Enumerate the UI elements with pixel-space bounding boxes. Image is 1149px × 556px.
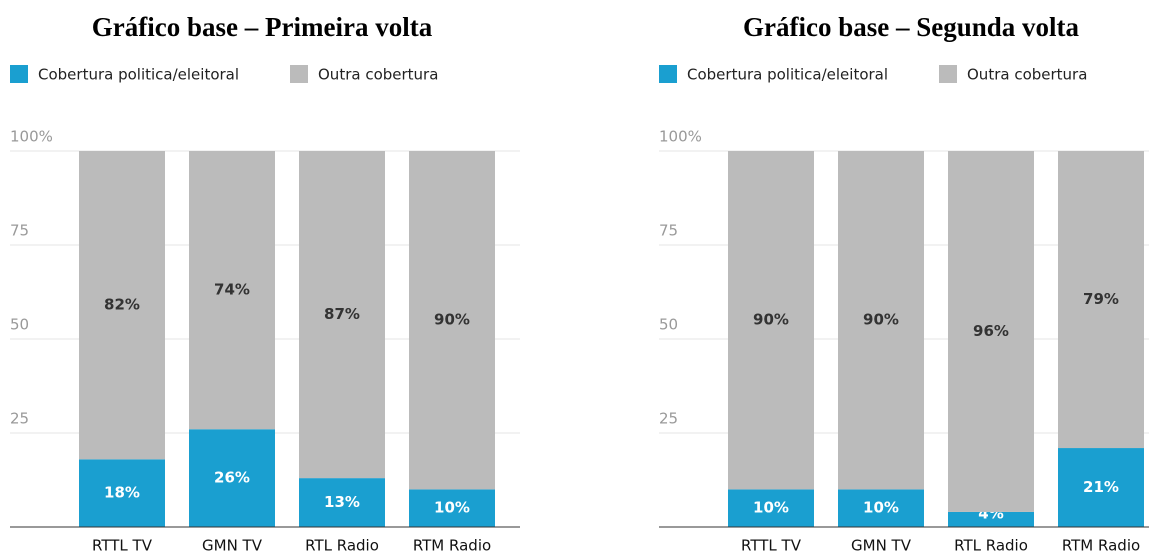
y-tick-label: 25 [659, 410, 678, 428]
x-tick-label: RTTL TV [92, 537, 153, 555]
bar-segment [189, 429, 275, 527]
value-label: 21% [1083, 478, 1119, 496]
bar-segment [728, 489, 814, 527]
y-tick-label: 100% [659, 128, 702, 146]
bar-segment [79, 151, 165, 460]
bar-segment [1058, 448, 1144, 527]
value-label: 10% [753, 499, 789, 517]
x-tick-label: RTL Radio [954, 537, 1028, 555]
x-tick-label: GMN TV [202, 537, 263, 555]
legend-label: Outra cobertura [967, 66, 1087, 84]
value-label: 90% [434, 311, 470, 329]
chart-title: Gráfico base – Segunda volta [743, 12, 1080, 42]
bar-segment [838, 151, 924, 490]
bar-segment [728, 151, 814, 490]
bar-segment [948, 151, 1034, 512]
value-label: 18% [104, 484, 140, 502]
legend-swatch [10, 65, 28, 83]
x-tick-label: RTL Radio [305, 537, 379, 555]
value-label: 10% [863, 499, 899, 517]
value-label: 90% [753, 311, 789, 329]
value-label: 74% [214, 281, 250, 299]
value-label: 87% [324, 305, 360, 323]
y-tick-label: 50 [10, 316, 29, 334]
legend-swatch [290, 65, 308, 83]
chart-title: Gráfico base – Primeira volta [92, 12, 433, 42]
y-tick-label: 50 [659, 316, 678, 334]
legend-label: Outra cobertura [318, 66, 438, 84]
x-tick-label: RTTL TV [741, 537, 802, 555]
bar-segment [838, 489, 924, 527]
legend-label: Cobertura politica/eleitoral [687, 66, 888, 84]
value-label: 13% [324, 493, 360, 511]
x-tick-label: RTM Radio [1062, 537, 1140, 555]
bar-segment [79, 459, 165, 527]
y-tick-label: 25 [10, 410, 29, 428]
bar-segment [948, 511, 1034, 527]
value-label: 90% [863, 311, 899, 329]
value-label: 79% [1083, 290, 1119, 308]
y-tick-label: 100% [10, 128, 53, 146]
bar-segment [1058, 151, 1144, 449]
bar-segment [409, 489, 495, 527]
bar-segment [189, 151, 275, 430]
legend-swatch [659, 65, 677, 83]
bar-segment [299, 478, 385, 527]
value-label: 82% [104, 296, 140, 314]
y-tick-label: 75 [10, 222, 29, 240]
value-label: 10% [434, 499, 470, 517]
y-tick-label: 75 [659, 222, 678, 240]
legend-label: Cobertura politica/eleitoral [38, 66, 239, 84]
legend-swatch [939, 65, 957, 83]
x-tick-label: RTM Radio [413, 537, 491, 555]
x-tick-label: GMN TV [851, 537, 912, 555]
value-label: 26% [214, 469, 250, 487]
bar-segment [409, 151, 495, 490]
bar-segment [299, 151, 385, 479]
value-label: 96% [973, 322, 1009, 340]
